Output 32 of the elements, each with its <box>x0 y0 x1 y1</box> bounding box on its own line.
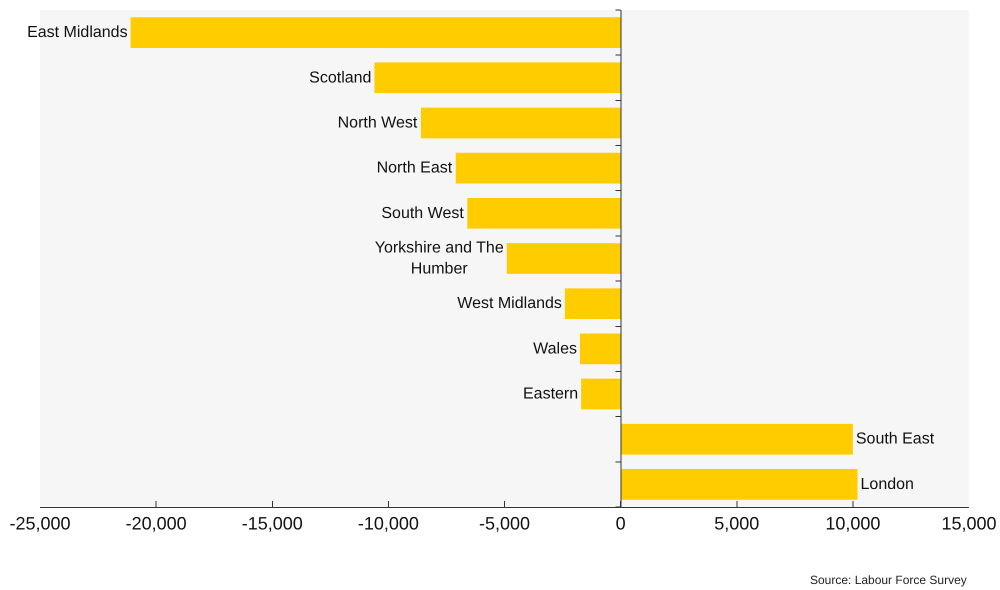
bar <box>581 378 621 410</box>
bar <box>620 469 858 500</box>
bar <box>580 334 621 364</box>
y-tick-label: South East <box>856 430 935 448</box>
y-tick-label: West Midlands <box>457 295 562 312</box>
bar <box>620 424 853 455</box>
x-tick-label: 0 <box>616 514 626 534</box>
y-tick-label: London <box>860 476 914 493</box>
bar <box>456 152 621 184</box>
bar <box>374 62 621 94</box>
y-tick-label: East Midlands <box>27 24 128 42</box>
x-tick-label: 10,000 <box>825 514 880 534</box>
bar <box>130 17 621 48</box>
x-tick-label: -10,000 <box>358 514 419 534</box>
x-tick-label: -25,000 <box>9 514 71 534</box>
bar <box>467 198 621 229</box>
y-tick-label: Wales <box>533 340 577 358</box>
x-tick-label: 15,000 <box>941 514 997 534</box>
x-tick-label: 5,000 <box>714 514 760 534</box>
y-tick-label: North East <box>376 160 453 177</box>
x-tick-label: -15,000 <box>242 514 303 534</box>
bar <box>564 288 621 320</box>
x-tick-label: -5,000 <box>478 514 530 534</box>
y-tick-label: South West <box>381 204 464 222</box>
y-tick-label: Yorkshire and The Humber <box>374 240 504 278</box>
y-tick-label: Scotland <box>309 69 372 86</box>
source-note: Source: Labour Force Survey <box>810 573 967 587</box>
y-tick-label: North West <box>338 114 418 132</box>
bar <box>506 243 621 274</box>
y-tick-label: Eastern <box>523 386 578 403</box>
bar <box>420 108 621 138</box>
x-tick-label: -20,000 <box>126 514 187 534</box>
